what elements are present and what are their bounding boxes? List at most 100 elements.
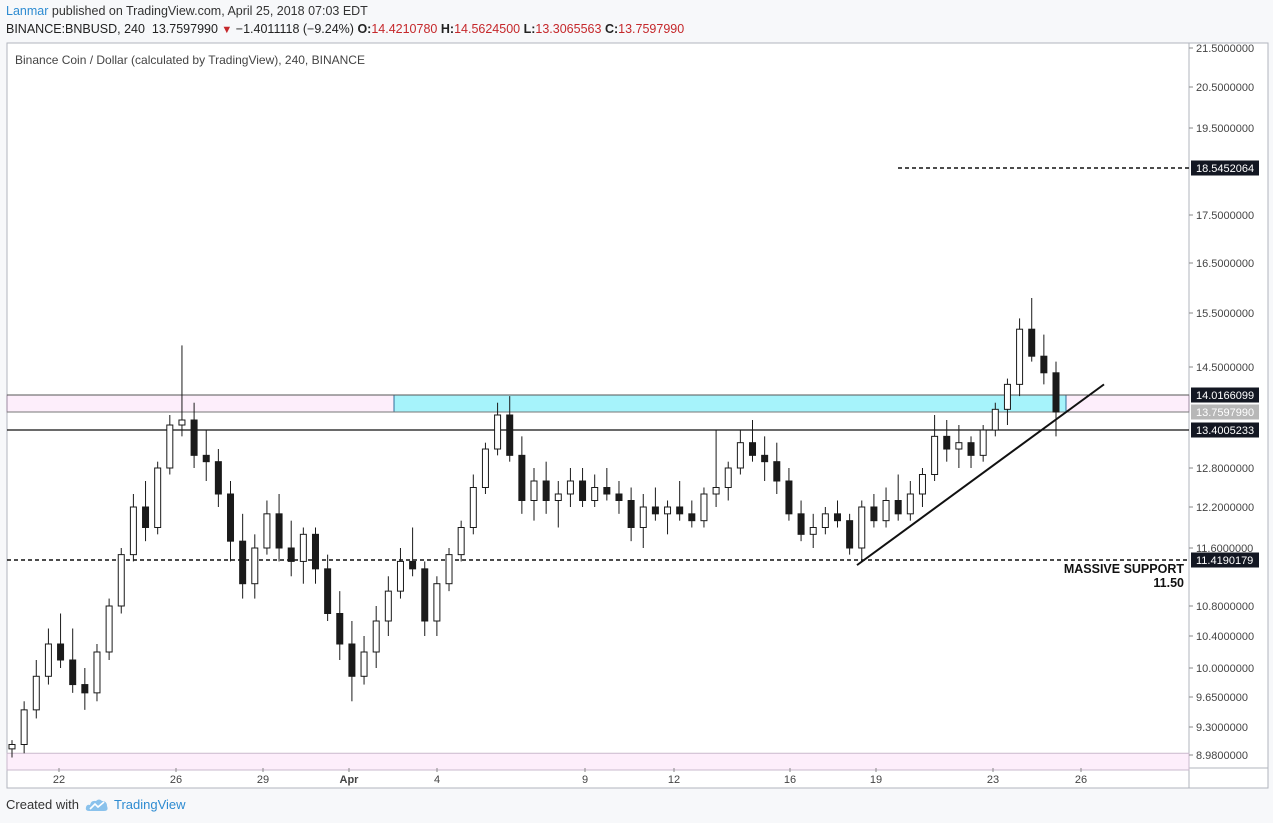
candle-body [931,435,939,476]
price-badge-label: 13.7597990 [1196,407,1254,419]
price-badge [1191,160,1259,176]
candle-body [324,568,332,614]
high-value: 14.5624500 [454,22,521,36]
candle-body [445,554,453,585]
candle-body [421,568,429,622]
candle-body [1028,328,1036,357]
y-tick-label: 10.0000000 [1196,663,1254,675]
candle-body [142,506,150,528]
y-tick-label: 21.5000000 [1196,43,1254,55]
chart-title: Binance Coin / Dollar (calculated by Tra… [15,53,365,67]
price-badge-label: 13.4005233 [1196,425,1254,437]
candle-body [299,533,307,562]
created-with-text: Created with [6,797,79,812]
candle-body [615,493,623,501]
tradingview-link[interactable]: TradingView [85,797,186,812]
candle-body [409,560,417,570]
author-link[interactable]: Lanmar [6,4,49,18]
price-badge [1191,404,1259,420]
candle-body [918,474,926,495]
candle-body [311,533,319,570]
candle-body [991,408,999,431]
price-badge [1191,552,1259,568]
y-tick-label: 12.8000000 [1196,463,1254,475]
candle-body [943,435,951,450]
last-price: 13.7597990 [151,22,218,36]
close-value: 13.7597990 [618,22,685,36]
candle-body [117,554,125,607]
candle-body [69,659,77,686]
ascending-trendline [856,383,1105,566]
x-tick-label: 23 [987,774,999,786]
low-value: 13.3065563 [535,22,602,36]
candle-body [227,493,235,542]
down-arrow-icon: ▼ [221,24,233,36]
candle-body [239,540,247,585]
candle-body [518,454,526,501]
price-badge [1191,422,1259,438]
close-label: C: [604,22,619,36]
candle-body [190,419,198,456]
candle-body [8,744,16,750]
candle-body [506,414,514,456]
candle-body [651,506,659,515]
candle-body [821,513,829,528]
candle-body [178,419,186,426]
y-tick-label: 10.8000000 [1196,601,1254,613]
y-tick-label: 20.5000000 [1196,82,1254,94]
price-badge-label: 14.0166099 [1196,390,1254,402]
price-badge [1191,387,1259,403]
zone-cyan-resistance [393,394,1067,413]
x-tick-label: 26 [1075,774,1087,786]
candle-body [542,480,550,501]
y-tick-label: 10.4000000 [1196,631,1254,643]
candle-body [202,454,210,463]
y-tick-label: 12.2000000 [1196,502,1254,514]
y-tick-label: 16.5000000 [1196,258,1254,270]
tradingview-cloud-icon [85,799,108,811]
price-change: −1.4011118 (−9.24%) [235,22,354,36]
candle-body [336,613,344,645]
open-label: O: [357,22,372,36]
x-tick-label: 9 [582,774,588,786]
candle-body [906,493,914,515]
candle-body [469,487,477,528]
y-tick-label: 19.5000000 [1196,123,1254,135]
x-tick-label: 16 [784,774,796,786]
candle-body [57,643,65,661]
high-label: H: [440,22,455,36]
candle-body [579,480,587,501]
candle-body [105,605,113,653]
y-tick-label: 8.9800000 [1196,750,1248,762]
candle-body [481,448,489,489]
candle-body [360,651,368,677]
candle-body [603,487,611,495]
candle-body [664,506,672,515]
candle-body [846,520,854,549]
candle-body [287,547,295,562]
y-tick-label: 9.6500000 [1196,692,1248,704]
time-axis-background [7,768,1268,788]
annotation-support-value: 11.50 [1153,576,1184,590]
candle-body [275,513,283,549]
x-tick-label: 26 [170,774,182,786]
candle-body [785,480,793,515]
candle-body [639,506,647,528]
candle-body [773,461,781,482]
y-tick-label: 11.6000000 [1196,543,1253,555]
candle-body [591,487,599,501]
symbol-line: BINANCE:BNBUSD, 240 13.7597990 ▼ −1.4011… [6,22,684,36]
candle-body [1052,372,1060,413]
publish-line: Lanmar published on TradingView.com, Apr… [6,4,368,18]
y-tick-label: 9.3000000 [1196,722,1248,734]
symbol-label: BINANCE:BNBUSD, 240 [6,22,145,36]
candle-body [676,506,684,515]
candle-body [372,620,380,653]
candle-body [263,513,271,549]
candle-body [749,442,757,456]
chart-frame [6,42,1269,789]
candle-body [166,424,174,469]
zone-pink-lower [6,752,1190,771]
x-tick-label: 12 [668,774,680,786]
